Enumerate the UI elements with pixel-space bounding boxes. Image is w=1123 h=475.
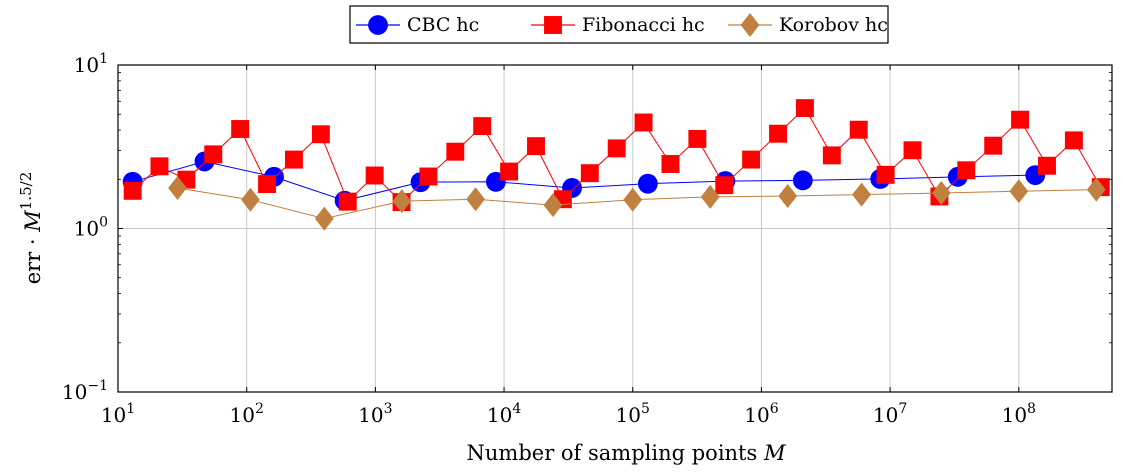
y-axis-label: err · M1.5/2 (17, 172, 45, 285)
data-point (623, 187, 643, 212)
data-point (769, 124, 788, 143)
data-point (1009, 179, 1029, 204)
legend-entry: CBC hc (356, 14, 479, 36)
x-tick-label: 102 (229, 401, 263, 427)
data-point (931, 180, 951, 205)
legend: CBC hc Fibonacci hc Korobov hc (349, 5, 889, 44)
data-point (446, 142, 465, 161)
series-korobov-hc (168, 175, 1106, 231)
data-point (778, 184, 798, 209)
data-point (527, 137, 545, 156)
x-tick-label: 101 (101, 401, 135, 427)
data-point (241, 187, 260, 212)
data-point (661, 155, 680, 173)
legend-entry: Fibonacci hc (531, 14, 705, 36)
data-point (607, 139, 626, 158)
y-tick-label: 100 (74, 215, 108, 241)
data-point (795, 99, 814, 118)
legend-swatch-marker (544, 16, 562, 34)
data-point (792, 170, 813, 191)
data-point (1011, 110, 1030, 129)
data-point (500, 162, 519, 181)
data-point (957, 161, 976, 180)
data-point (314, 206, 334, 231)
axis-ticks: 101 102 103 104 105 106 107 108 10−1 100 101 (62, 51, 1112, 427)
data-point (1038, 156, 1056, 175)
legend-box (349, 5, 889, 44)
grid (118, 65, 1112, 392)
data-point (634, 113, 653, 132)
x-tick-label: 105 (616, 401, 650, 427)
data-point (715, 176, 734, 195)
data-point (852, 182, 871, 207)
legend-entry: Korobov hc (728, 13, 888, 37)
legend-swatch-marker (740, 13, 760, 37)
data-point (284, 150, 303, 169)
legend-label: CBC hc (407, 14, 479, 36)
data-point (419, 167, 438, 186)
y-tick-label: 101 (74, 51, 108, 77)
data-point (742, 150, 761, 169)
data-point (466, 187, 485, 212)
data-point (258, 175, 277, 194)
data-point (849, 120, 868, 139)
data-point (311, 125, 330, 144)
data-point (204, 145, 223, 164)
data-point (984, 136, 1003, 155)
x-tick-label: 106 (744, 401, 778, 427)
data-point (688, 129, 707, 148)
data-point (168, 175, 187, 200)
data-point (580, 164, 599, 183)
data-point (543, 193, 563, 218)
legend-label: Korobov hc (779, 14, 888, 36)
legend-label: Fibonacci hc (582, 14, 705, 36)
data-point (123, 181, 142, 200)
plot-series (122, 99, 1110, 231)
data-point (903, 141, 922, 160)
data-point (1086, 177, 1106, 202)
y-tick-label: 10−1 (62, 378, 108, 404)
x-tick-label: 103 (358, 401, 392, 427)
x-tick-label: 104 (487, 401, 521, 427)
data-point (637, 173, 658, 194)
data-point (150, 157, 169, 176)
data-point (876, 165, 895, 184)
data-point (392, 189, 412, 214)
series-fibonacci-hc (123, 99, 1110, 212)
data-point (473, 117, 492, 136)
legend-swatch-marker (368, 15, 388, 35)
data-point (822, 146, 841, 165)
x-axis-label: Number of sampling points M (467, 441, 786, 465)
data-point (1064, 131, 1083, 150)
data-point (365, 166, 384, 185)
data-point (338, 192, 357, 211)
x-tick-label: 107 (873, 401, 907, 427)
x-tick-label: 108 (1002, 401, 1036, 427)
data-point (700, 184, 720, 209)
data-point (231, 120, 250, 138)
